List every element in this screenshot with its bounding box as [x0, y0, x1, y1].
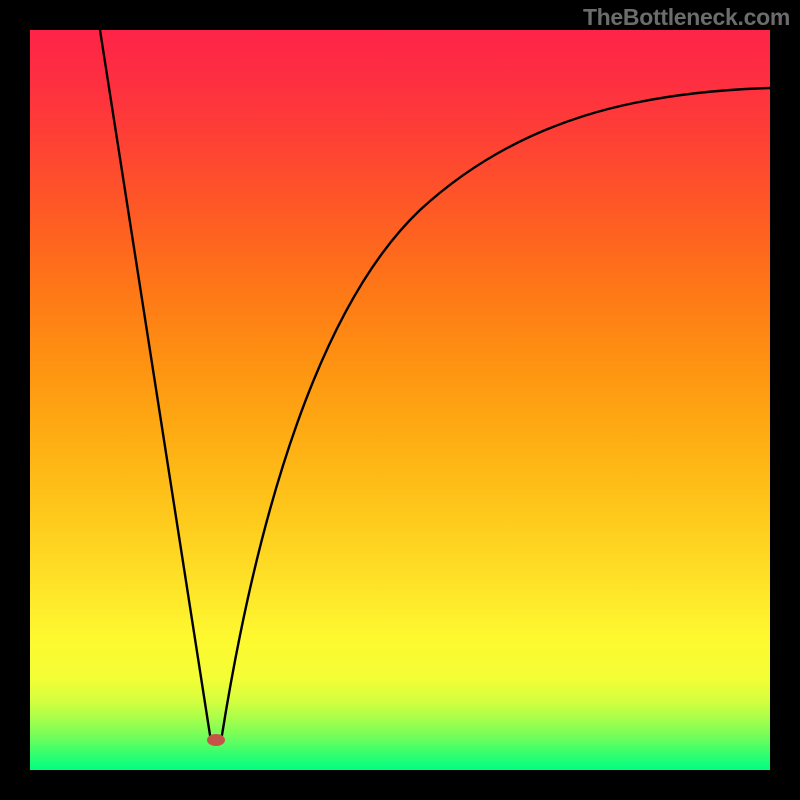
bottleneck-chart: TheBottleneck.com	[0, 0, 800, 800]
optimal-point-marker	[207, 734, 225, 746]
watermark-text: TheBottleneck.com	[583, 4, 790, 31]
chart-svg-canvas	[0, 0, 800, 800]
gradient-plot-area	[30, 30, 770, 770]
